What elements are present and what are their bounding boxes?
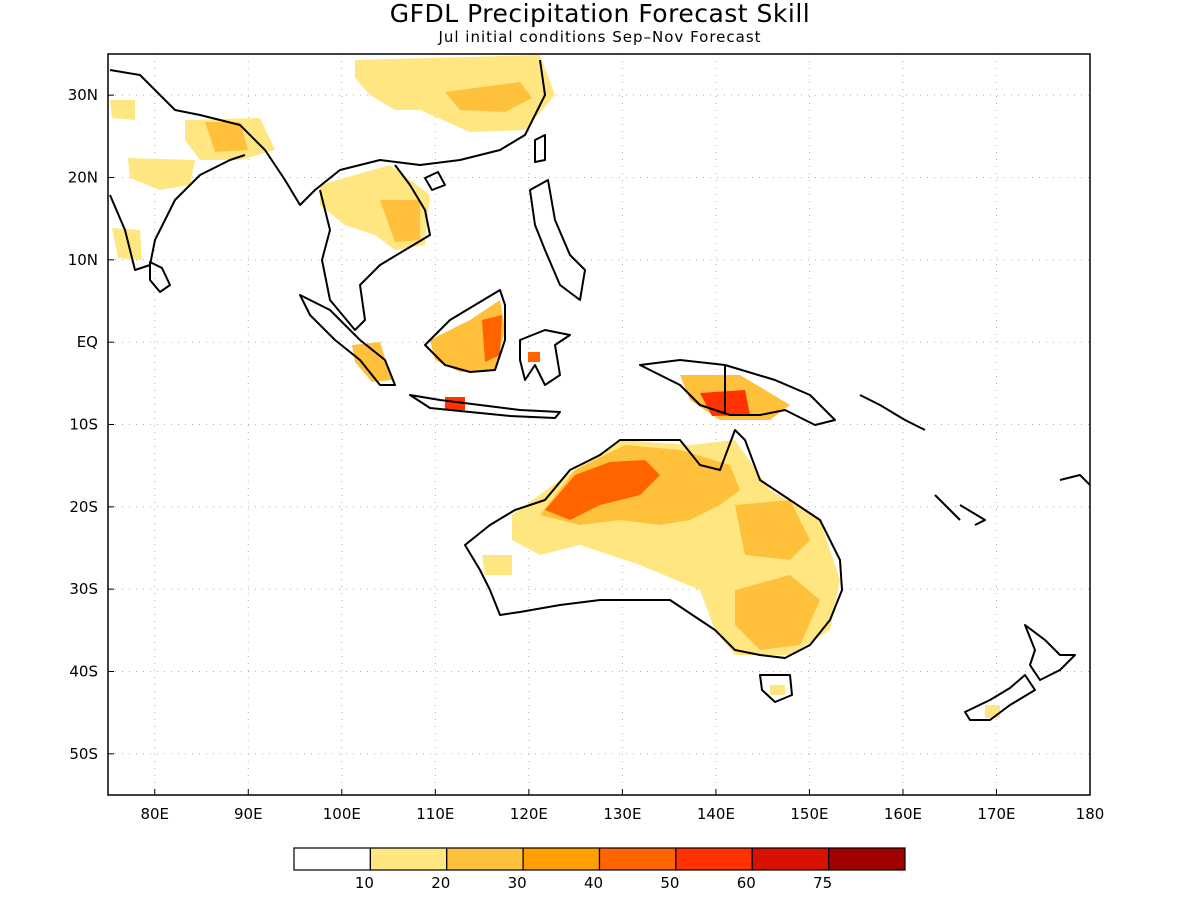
skill-area-australia-east: [735, 500, 810, 560]
skill-area-india-west: [112, 228, 142, 260]
lon-tick-label: 180: [1076, 805, 1105, 823]
colorbar: 10 20 30 40 50 60 75: [293, 847, 906, 892]
skill-area-borneo-core: [482, 315, 502, 362]
colorbar-label: 30: [508, 874, 527, 892]
skill-area-tasmania: [770, 685, 785, 695]
coastline-australia: [464, 429, 843, 659]
lat-tick-label: 30S: [69, 580, 98, 598]
skill-area-china-west: [440, 58, 495, 75]
colorbar-swatch-6: [751, 847, 830, 871]
coastline-new-zealand-north: [1024, 624, 1076, 681]
colorbar-swatch-0: [293, 847, 371, 871]
lon-tick-label: 140E: [697, 805, 735, 823]
skill-area-tibet: [110, 100, 135, 120]
coastline-asia: [109, 59, 546, 206]
coastline-fiji: [1059, 474, 1090, 486]
colorbar-swatch-5: [675, 847, 753, 871]
colorbar-label: 20: [431, 874, 450, 892]
lat-tick-label: 10S: [69, 416, 98, 434]
coastline-sulawesi: [519, 329, 571, 386]
coastline-solomons: [859, 394, 926, 431]
lon-tick-label: 130E: [603, 805, 641, 823]
coastline-philippines: [529, 179, 586, 301]
coastline-sumatra: [299, 294, 396, 386]
skill-area-china-mid: [445, 82, 532, 112]
colorbar-label: 60: [737, 874, 756, 892]
coastline-new-caledonia: [959, 504, 986, 526]
skill-area-new-zealand: [985, 705, 1000, 718]
coastline-borneo: [424, 289, 506, 373]
lat-tick-label: EQ: [77, 333, 98, 351]
lat-tick-label: 30N: [68, 86, 98, 104]
lat-tick-label: 50S: [69, 745, 98, 763]
colorbar-swatch-3: [522, 847, 601, 871]
colorbar-swatch-4: [598, 847, 677, 871]
skill-area-australia-southeast: [735, 575, 820, 650]
lat-tick-label: 40S: [69, 663, 98, 681]
map-title: GFDL Precipitation Forecast Skill: [389, 0, 811, 28]
skill-area-indochina-core: [380, 200, 420, 242]
lon-tick-label: 160E: [884, 805, 922, 823]
skill-area-australia-northwest: [545, 460, 660, 520]
skill-area-india-north: [128, 158, 195, 190]
coastline-indochina: [319, 164, 431, 331]
map-subtitle: Jul initial conditions Sep–Nov Forecast: [438, 28, 762, 46]
skill-shading: [110, 55, 1000, 718]
coastline-sri-lanka: [149, 261, 171, 293]
coastline-tasmania: [759, 674, 793, 703]
lat-tick-label: 10N: [68, 251, 98, 269]
colorbar-label: 75: [813, 874, 832, 892]
skill-area-sulawesi: [528, 352, 540, 362]
coastline-hainan: [424, 171, 446, 191]
skill-area-sumatra: [352, 342, 392, 382]
lat-tick-label: 20S: [69, 498, 98, 516]
colorbar-swatch-1: [369, 847, 448, 871]
colorbar-label: 40: [584, 874, 603, 892]
lon-tick-label: 100E: [323, 805, 361, 823]
colorbar-swatch-7: [828, 847, 906, 871]
coastline-java: [409, 394, 561, 419]
colorbar-label: 10: [355, 874, 374, 892]
lat-tick-label: 20N: [68, 169, 98, 187]
lon-tick-label: 90E: [234, 805, 263, 823]
lon-tick-label: 80E: [140, 805, 169, 823]
lon-tick-label: 110E: [416, 805, 454, 823]
map-gridlines: [108, 54, 1090, 795]
lon-tick-label: 150E: [790, 805, 828, 823]
coastline-vanuatu: [934, 494, 961, 521]
coastline-india: [109, 154, 246, 271]
lon-tick-label: 120E: [510, 805, 548, 823]
colorbar-label: 50: [660, 874, 679, 892]
lon-tick-label: 170E: [977, 805, 1015, 823]
coastlines: [109, 59, 1090, 721]
skill-area-australia-west: [482, 555, 512, 575]
colorbar-swatch-2: [446, 847, 524, 871]
coastline-new-zealand-south: [964, 674, 1036, 721]
axis-ticks: 80E 90E 100E 110E 120E 130E 140E 150E 160E 170E 18…: [68, 86, 1105, 823]
skill-area-bangladesh-core: [205, 122, 248, 152]
coastline-taiwan: [534, 134, 546, 163]
